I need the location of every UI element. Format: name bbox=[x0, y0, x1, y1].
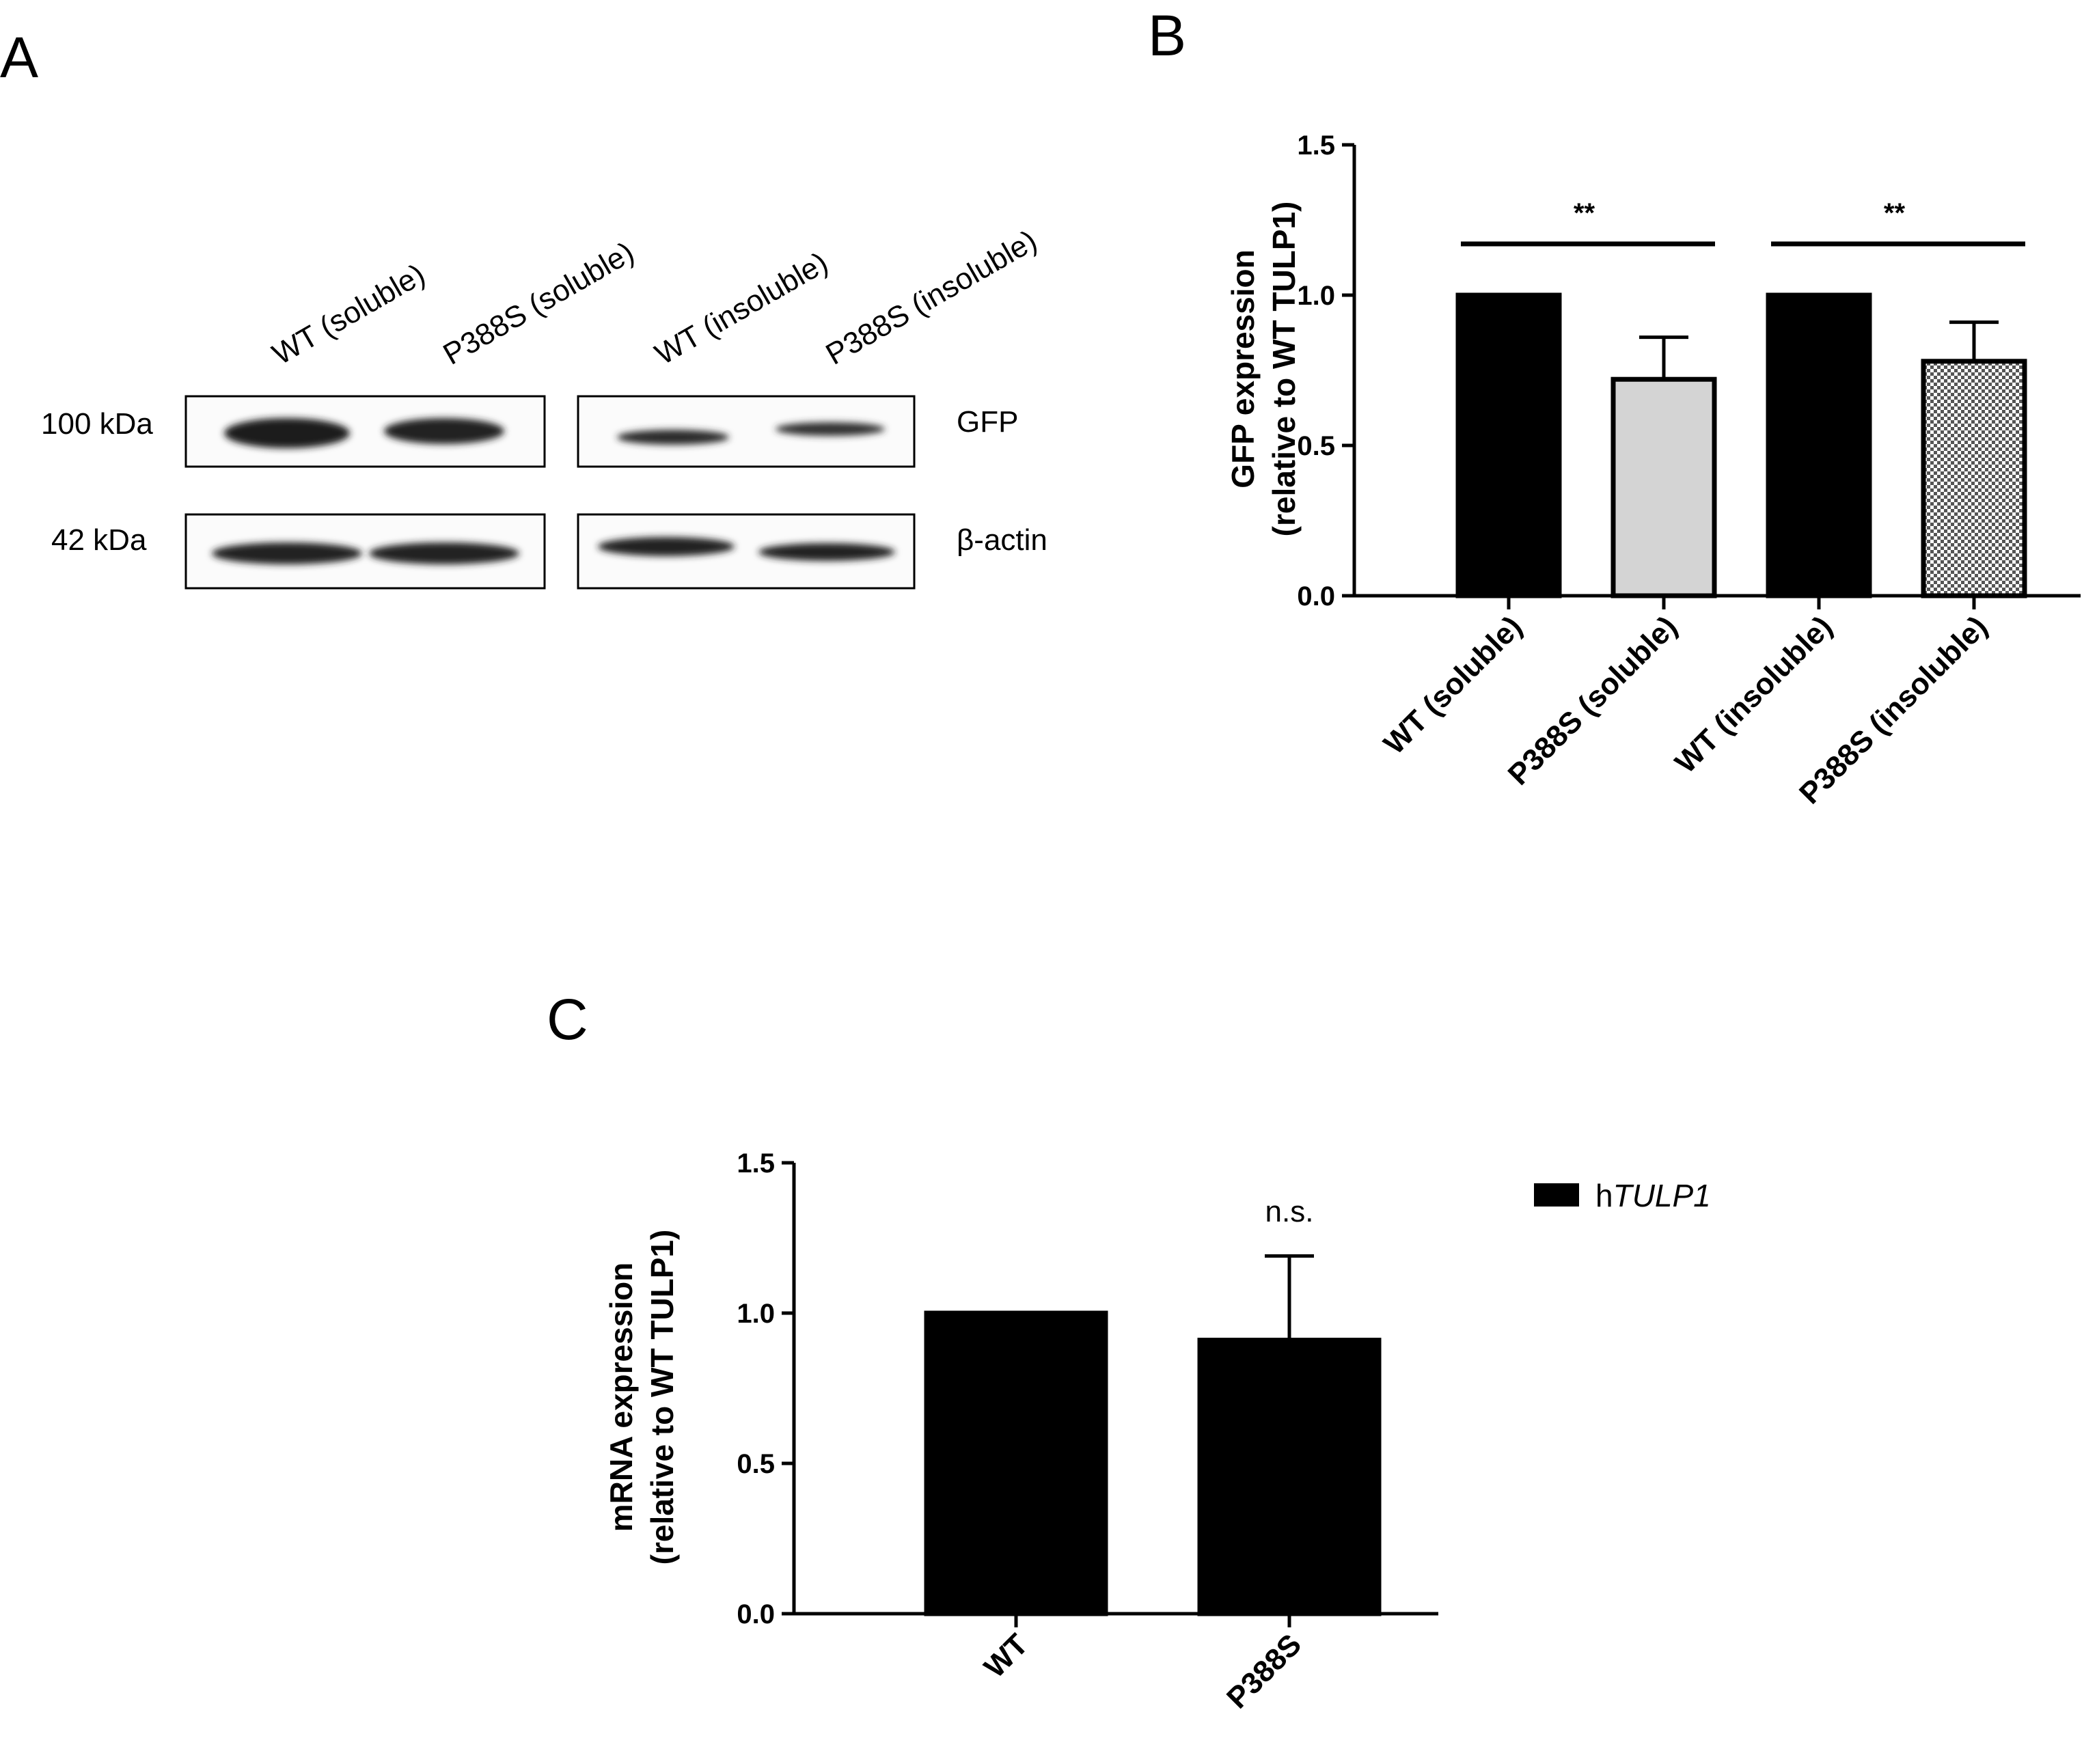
y-tick-label: 1.5 bbox=[737, 1148, 775, 1179]
protein-label-actin: β-actin bbox=[957, 523, 1047, 557]
chart-c-ylabel-line2: (relative to WT TULP1) bbox=[644, 1230, 680, 1565]
x-tick-label: P388S (soluble) bbox=[1502, 609, 1684, 791]
y-tick-label: 0.5 bbox=[1297, 431, 1335, 461]
y-tick-label: 1.5 bbox=[1297, 130, 1335, 161]
x-tick-label: WT bbox=[978, 1627, 1034, 1684]
chart-b-ylabel-line2: (relative to WT TULP1) bbox=[1266, 202, 1302, 537]
legend-gene: TULP1 bbox=[1613, 1178, 1711, 1213]
significance-label: ** bbox=[1884, 198, 1906, 228]
y-tick-label: 0.0 bbox=[1297, 581, 1335, 611]
y-tick-label: 1.0 bbox=[737, 1299, 775, 1329]
band-gfp-wt-insoluble bbox=[617, 430, 729, 445]
blot-lane-label: WT (soluble) bbox=[267, 258, 431, 372]
band-gfp-wt-soluble bbox=[224, 418, 350, 448]
bar bbox=[924, 1310, 1108, 1616]
significance-label: ** bbox=[1574, 198, 1595, 228]
band-gfp-p388s-insoluble bbox=[776, 422, 885, 436]
band-actin-p388s-soluble bbox=[369, 542, 519, 564]
bar bbox=[1921, 359, 2027, 598]
panel-c-letter: C bbox=[547, 987, 588, 1051]
x-tick-label: WT (insoluble) bbox=[1669, 609, 1839, 780]
band-actin-wt-insoluble bbox=[598, 537, 735, 556]
significance-label: n.s. bbox=[1265, 1195, 1314, 1228]
band-actin-p388s-insoluble bbox=[758, 543, 895, 561]
bar bbox=[1611, 376, 1717, 598]
bar bbox=[1455, 292, 1562, 598]
blot-lane-label: P388S (insoluble) bbox=[821, 224, 1043, 372]
chart-b-ylabel: GFP expression bbox=[1225, 249, 1261, 488]
chart-c: mRNA expression (relative to WT TULP1) h… bbox=[603, 1148, 1711, 1715]
y-tick-label: 0.5 bbox=[737, 1449, 775, 1479]
blot-lane-label: WT (insoluble) bbox=[650, 246, 834, 372]
bar bbox=[1197, 1338, 1382, 1616]
x-tick-label: P388S bbox=[1220, 1627, 1308, 1715]
band-gfp-p388s-soluble bbox=[384, 418, 504, 444]
western-blot: WT (soluble) P388S (soluble) WT (insolub… bbox=[41, 224, 1047, 590]
bar bbox=[1766, 292, 1872, 598]
protein-label-gfp: GFP bbox=[957, 405, 1018, 439]
blot-lane-label: P388S (soluble) bbox=[438, 236, 640, 372]
legend-label: hTULP1 bbox=[1595, 1178, 1711, 1213]
y-tick-label: 0.0 bbox=[737, 1599, 775, 1629]
marker-label-gfp: 100 kDa bbox=[41, 407, 153, 441]
chart-c-ylabel: mRNA expression bbox=[603, 1263, 639, 1532]
panel-a-letter: A bbox=[0, 25, 39, 89]
legend-prefix: h bbox=[1595, 1178, 1613, 1213]
band-actin-wt-soluble bbox=[212, 542, 362, 564]
marker-label-actin: 42 kDa bbox=[51, 523, 147, 557]
chart-b: GFP expression (relative to WT TULP1) 0.… bbox=[1225, 130, 2081, 810]
y-tick-label: 1.0 bbox=[1297, 281, 1335, 311]
x-tick-label: WT (soluble) bbox=[1378, 609, 1529, 760]
legend-swatch bbox=[1534, 1183, 1579, 1207]
panel-b-letter: B bbox=[1148, 3, 1187, 68]
